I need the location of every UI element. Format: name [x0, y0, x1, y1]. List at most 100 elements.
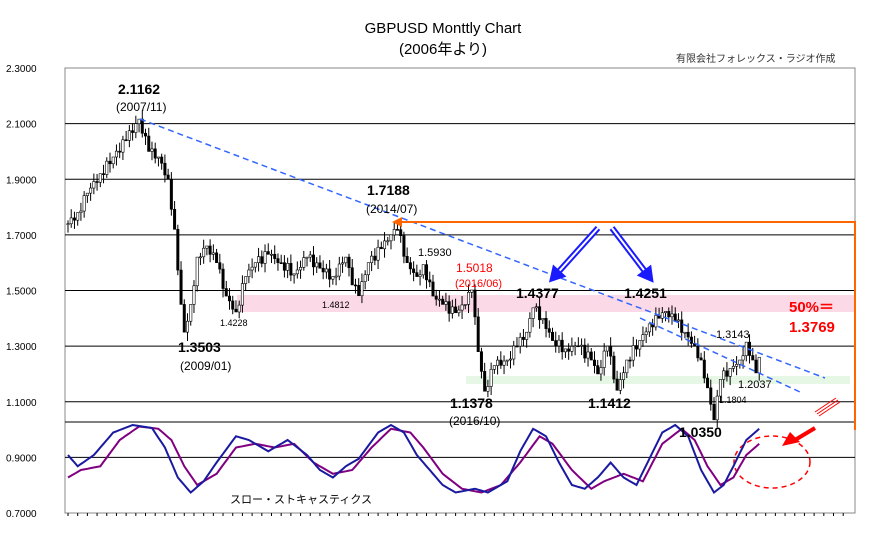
candle-body — [224, 288, 228, 297]
chart-title: GBPUSD Monttly Chart — [364, 20, 522, 37]
candle-body — [92, 181, 96, 189]
candle-body — [111, 156, 115, 165]
candle-body — [308, 254, 312, 258]
red-mark-line — [816, 399, 839, 415]
candle-body — [738, 359, 742, 365]
candle-body — [102, 173, 106, 175]
candle-body — [483, 371, 487, 392]
candle-body — [156, 156, 160, 159]
candle-body — [69, 217, 73, 225]
candle-body — [211, 252, 215, 255]
annotation-high-2018: 1.4377 — [516, 285, 559, 301]
candle-body — [496, 359, 500, 366]
annotation-low-2023b: 1.1804 — [719, 395, 747, 405]
candle-body — [108, 160, 112, 165]
candle-body — [266, 251, 270, 255]
candle-body — [725, 370, 729, 377]
candle-body — [489, 369, 493, 387]
pink-zone-band — [237, 295, 855, 312]
candle-body — [754, 359, 758, 374]
candle-body — [160, 156, 164, 164]
candle-body — [741, 355, 745, 361]
candle-body — [408, 262, 412, 270]
y-tick-label: 0.9000 — [6, 453, 37, 464]
candle-body — [231, 300, 235, 310]
candle-body — [195, 256, 199, 287]
candle-body — [473, 289, 477, 318]
annotation-high-2014: 1.7188 — [367, 182, 410, 198]
candle-body — [583, 344, 587, 359]
candle-body — [273, 253, 277, 259]
candle-body — [399, 229, 403, 236]
candle-body — [457, 309, 461, 314]
candle-body — [269, 253, 273, 256]
candle-body — [166, 174, 170, 180]
candle-body — [751, 355, 755, 361]
candle-body — [447, 301, 451, 314]
annotation-high-2015: 1.5930 — [418, 247, 452, 259]
annotation-low-2009: 1.3503 — [178, 339, 221, 355]
candle-body — [599, 367, 603, 375]
candle-body — [421, 264, 425, 276]
candle-body — [631, 345, 635, 361]
candle-body — [586, 351, 590, 359]
annotation-fib-value: 1.3769 — [789, 319, 835, 336]
candle-body — [189, 304, 193, 322]
candle-body — [389, 234, 393, 242]
candle-body — [66, 223, 70, 226]
candle-body — [234, 308, 238, 313]
candle-body — [570, 346, 574, 352]
candle-body — [592, 359, 596, 366]
candle-body — [567, 348, 571, 352]
annotation-brexit: 1.5018 — [456, 261, 493, 275]
candle-body — [460, 304, 464, 311]
candle-body — [182, 304, 186, 333]
orange-retracement-bracket — [398, 221, 856, 430]
candle-body — [521, 336, 525, 340]
candle-body — [289, 263, 293, 276]
candle-body — [163, 162, 167, 176]
candle-body — [615, 378, 619, 391]
candle-body — [541, 318, 545, 321]
candle-body — [699, 357, 703, 361]
candle-body — [299, 267, 303, 271]
red-dashed-ellipse — [733, 435, 811, 489]
candle-body — [638, 340, 642, 350]
y-tick-label: 2.3000 — [6, 64, 37, 75]
candle-body — [502, 360, 506, 366]
candle-body — [337, 263, 341, 277]
candle-body — [118, 150, 122, 153]
candle-body — [95, 181, 99, 183]
candle-body — [670, 313, 674, 318]
red-mark-line — [818, 401, 841, 417]
candle-body — [257, 256, 261, 263]
candle-body — [253, 262, 257, 268]
candle-body — [625, 359, 629, 374]
blue-arrow-stripe — [552, 227, 599, 279]
candle-body — [589, 351, 593, 361]
candle-body — [392, 229, 396, 236]
candle-body — [383, 240, 387, 250]
candle-body — [376, 246, 380, 261]
candle-body — [518, 336, 522, 347]
annotation-high-2014-date: (2014/07) — [366, 202, 417, 216]
candle-body — [425, 264, 429, 281]
candle-body — [311, 254, 315, 268]
candle-body — [370, 255, 374, 263]
candle-body — [676, 319, 680, 322]
candle-body — [105, 160, 109, 175]
candle-body — [412, 268, 416, 273]
candle-body — [328, 268, 332, 280]
candle-body — [576, 345, 580, 348]
candle-body — [712, 403, 716, 421]
candle-body — [147, 135, 151, 152]
candle-body — [735, 364, 739, 367]
annotation-low-2022: 1.0350 — [679, 424, 722, 440]
annotation-low-2010: 1.4228 — [220, 318, 248, 328]
orange-arrow-icon — [392, 217, 402, 227]
candle-body — [512, 345, 516, 360]
candle-body — [683, 331, 687, 334]
candle-body — [709, 387, 713, 405]
